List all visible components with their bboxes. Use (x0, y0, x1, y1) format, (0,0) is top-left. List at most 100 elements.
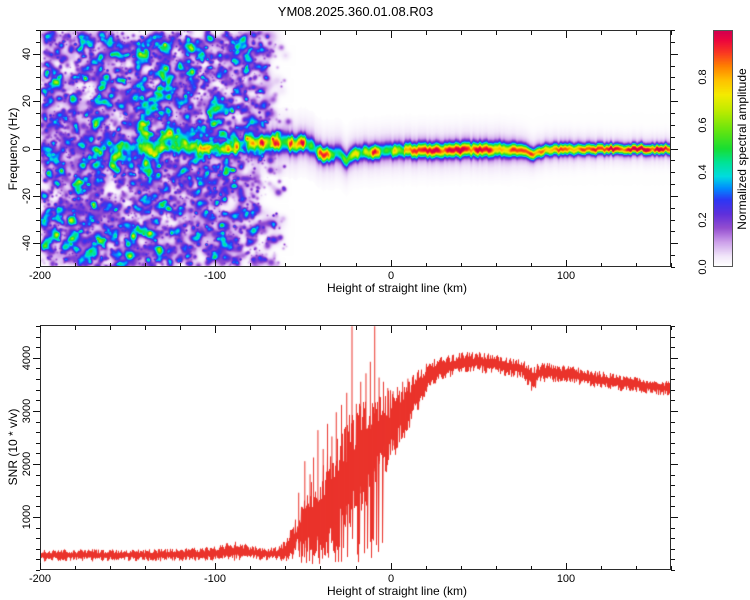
x-minor-tick (180, 31, 181, 35)
x-minor-tick (601, 31, 602, 35)
x-minor-tick (75, 263, 76, 267)
x-major-tick (391, 326, 392, 333)
x-minor-tick (496, 566, 497, 570)
x-minor-tick (110, 263, 111, 267)
y-minor-tick (671, 30, 675, 31)
figure-title: YM08.2025.360.01.08.R03 (277, 4, 434, 19)
y-minor-tick (671, 475, 675, 476)
x-major-tick (40, 326, 41, 333)
x-minor-tick (636, 566, 637, 570)
spectrogram-y-axis-title: Frequency (Hz) (6, 107, 20, 191)
x-minor-tick (180, 326, 181, 330)
x-minor-tick (285, 326, 286, 330)
y-major-tick (671, 54, 678, 55)
y-minor-tick (671, 231, 675, 232)
y-minor-tick (36, 347, 40, 348)
y-minor-tick (671, 160, 675, 161)
y-major-tick (671, 243, 678, 244)
x-minor-tick (671, 263, 672, 267)
x-minor-tick (426, 566, 427, 570)
y-major-tick (33, 196, 40, 197)
y-minor-tick (36, 496, 40, 497)
colorbar-tick-label: 0.0 (697, 259, 709, 275)
y-tick-label: 0 (21, 145, 33, 153)
colorbar-tick-label: 0.4 (697, 164, 709, 180)
x-major-tick (391, 563, 392, 570)
x-minor-tick (461, 326, 462, 330)
y-minor-tick (671, 89, 675, 90)
snr-panel (40, 325, 671, 570)
x-minor-tick (356, 566, 357, 570)
y-minor-tick (36, 570, 40, 571)
x-minor-tick (496, 326, 497, 330)
y-minor-tick (36, 184, 40, 185)
x-major-tick (566, 563, 567, 570)
x-minor-tick (496, 31, 497, 35)
y-tick-label: 3000 (21, 398, 33, 424)
x-major-tick (40, 31, 41, 38)
y-minor-tick (36, 379, 40, 380)
y-minor-tick (671, 267, 675, 268)
y-minor-tick (671, 422, 675, 423)
y-minor-tick (671, 125, 675, 126)
x-minor-tick (671, 31, 672, 35)
y-major-tick (33, 54, 40, 55)
x-minor-tick (145, 263, 146, 267)
y-minor-tick (671, 443, 675, 444)
y-minor-tick (671, 113, 675, 114)
y-minor-tick (671, 208, 675, 209)
y-minor-tick (36, 538, 40, 539)
x-major-tick (215, 260, 216, 267)
x-minor-tick (636, 31, 637, 35)
x-minor-tick (320, 566, 321, 570)
x-minor-tick (356, 263, 357, 267)
x-major-tick (391, 31, 392, 38)
x-minor-tick (320, 326, 321, 330)
y-minor-tick (36, 528, 40, 529)
y-minor-tick (36, 267, 40, 268)
y-minor-tick (671, 66, 675, 67)
x-minor-tick (110, 566, 111, 570)
x-minor-tick (110, 326, 111, 330)
x-tick-label: 100 (556, 573, 576, 585)
x-major-tick (40, 563, 41, 570)
y-major-tick (33, 464, 40, 465)
x-tick-label: -200 (28, 573, 52, 585)
x-minor-tick (180, 566, 181, 570)
x-minor-tick (671, 326, 672, 330)
snr-y-axis-title: SNR (10 * v/v) (6, 408, 20, 486)
colorbar-canvas (714, 31, 732, 266)
y-major-tick (671, 101, 678, 102)
y-minor-tick (671, 255, 675, 256)
x-minor-tick (426, 263, 427, 267)
y-major-tick (33, 243, 40, 244)
x-minor-tick (250, 263, 251, 267)
y-minor-tick (36, 453, 40, 454)
x-minor-tick (75, 566, 76, 570)
x-minor-tick (461, 263, 462, 267)
y-tick-label: 1000 (21, 504, 33, 530)
y-minor-tick (36, 172, 40, 173)
y-major-tick (33, 358, 40, 359)
x-minor-tick (110, 31, 111, 35)
x-minor-tick (356, 31, 357, 35)
y-minor-tick (671, 453, 675, 454)
y-minor-tick (671, 506, 675, 507)
spectrogram-panel (40, 30, 671, 267)
y-minor-tick (36, 231, 40, 232)
x-minor-tick (250, 31, 251, 35)
x-minor-tick (461, 31, 462, 35)
x-minor-tick (320, 263, 321, 267)
x-minor-tick (145, 31, 146, 35)
y-minor-tick (671, 337, 675, 338)
x-minor-tick (426, 326, 427, 330)
y-major-tick (671, 411, 678, 412)
x-minor-tick (320, 31, 321, 35)
y-minor-tick (36, 66, 40, 67)
y-major-tick (671, 358, 678, 359)
y-minor-tick (36, 160, 40, 161)
colorbar (713, 30, 733, 267)
x-minor-tick (75, 326, 76, 330)
y-minor-tick (36, 137, 40, 138)
